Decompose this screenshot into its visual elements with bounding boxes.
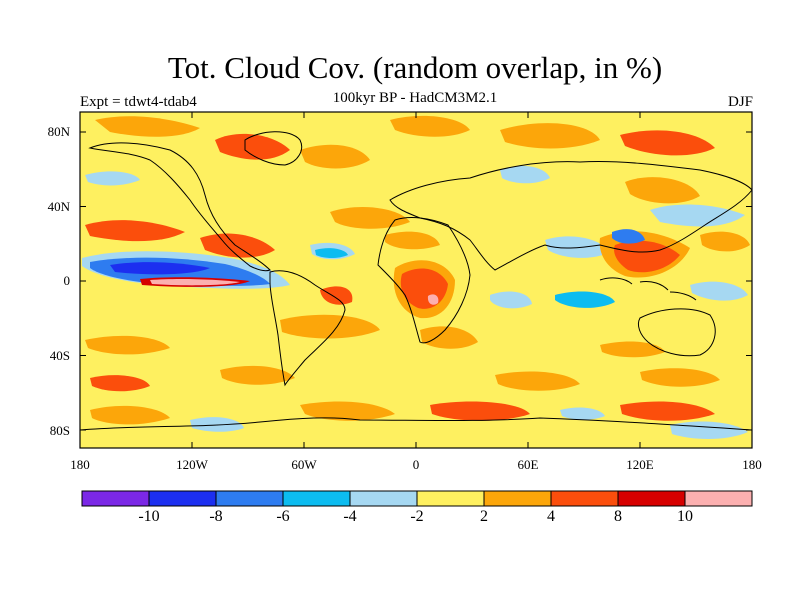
- colorbar-label: -8: [209, 508, 223, 525]
- coast-antarctica: [80, 417, 752, 431]
- anomaly-patch: [690, 281, 748, 301]
- map-title: Tot. Cloud Cov. (random overlap, in %): [167, 50, 663, 85]
- anomaly-patch: [600, 341, 665, 358]
- anomaly-patch: [500, 165, 550, 184]
- colorbar-swatch: [483, 490, 552, 507]
- anomaly-patch: [315, 248, 348, 259]
- coast-greenland: [244, 131, 303, 166]
- anomaly-patch: [612, 229, 645, 244]
- coast-south-america: [269, 270, 346, 387]
- anomaly-patch: [150, 278, 240, 286]
- anomaly-patch: [700, 231, 750, 252]
- anomaly-patch: [280, 314, 380, 339]
- colorbar-swatch: [416, 490, 485, 507]
- season-label: DJF: [727, 94, 753, 110]
- anomaly-patch: [200, 233, 275, 258]
- anomaly-patch: [215, 133, 290, 160]
- anomaly-patch: [620, 130, 715, 156]
- anomaly-patch: [300, 144, 370, 169]
- colorbar-label: 8: [614, 508, 622, 525]
- lon-tick-label: 180: [742, 457, 762, 472]
- axis-ticks: [79, 112, 753, 448]
- colorbar-swatch: [282, 490, 351, 507]
- anomaly-patch: [300, 401, 395, 421]
- anomaly-patch: [90, 375, 150, 392]
- lat-tick-label: 40N: [47, 199, 70, 214]
- anomaly-patch: [220, 365, 295, 385]
- colorbar-label: -2: [410, 508, 424, 525]
- coast-north-america: [88, 142, 271, 272]
- map-field: [80, 112, 752, 448]
- anomaly-patch: [427, 294, 439, 305]
- coast-eurasia: [389, 161, 752, 271]
- colorbar-label: -10: [138, 508, 160, 525]
- anomaly-patch: [640, 368, 720, 387]
- lon-tick-label: 180: [70, 457, 90, 472]
- anomaly-patch: [490, 291, 532, 309]
- lat-tick-label: 0: [63, 273, 71, 288]
- anomaly-patch: [500, 123, 600, 149]
- lon-tick-label: 60W: [291, 457, 317, 472]
- lat-tick-label: 80S: [49, 423, 70, 438]
- anomaly-patch: [495, 371, 580, 391]
- coast-africa: [377, 217, 471, 344]
- map-subtitle: 100kyr BP - HadCM3M2.1: [332, 90, 498, 106]
- anomaly-patch: [95, 116, 200, 137]
- lon-tick-label: 120E: [626, 457, 654, 472]
- lat-tick-label: 80N: [47, 124, 70, 139]
- coast-maritime: [599, 277, 697, 301]
- anomaly-patch: [560, 407, 605, 420]
- colorbar-swatch: [550, 490, 619, 507]
- lon-tick-label: 120W: [176, 457, 208, 472]
- colorbar-label: 2: [480, 508, 488, 525]
- coastlines: [80, 131, 752, 431]
- anomaly-patch: [430, 401, 530, 421]
- anomaly-patch: [555, 291, 615, 308]
- colorbar-swatch: [81, 490, 150, 507]
- colorbar-swatch: [148, 490, 217, 507]
- anomaly-patch: [620, 401, 715, 421]
- anomaly-patch: [650, 204, 745, 227]
- anomaly-patch: [85, 171, 140, 186]
- anomaly-patch: [110, 262, 210, 275]
- colorbar-label: -6: [276, 508, 290, 525]
- anomaly-patch: [85, 220, 185, 242]
- anomaly-patch: [330, 207, 410, 229]
- colorbar-swatch: [349, 490, 418, 507]
- anomaly-patch: [385, 231, 440, 250]
- anomaly-patch: [625, 177, 700, 204]
- anomaly-patch: [90, 405, 170, 425]
- coast-australia: [637, 308, 716, 357]
- anomaly-patch: [390, 115, 470, 137]
- colorbar-label: -4: [343, 508, 357, 525]
- anomaly-patch: [320, 286, 353, 305]
- lon-tick-label: 0: [412, 457, 420, 472]
- colorbar-swatch: [617, 490, 686, 507]
- lon-tick-label: 60E: [517, 457, 539, 472]
- colorbar-swatch: [215, 490, 284, 507]
- colorbar-label: 10: [677, 508, 693, 525]
- anomaly-patch: [85, 335, 170, 355]
- experiment-label: Expt = tdwt4-tdab4: [80, 94, 197, 110]
- colorbar-swatch: [684, 490, 753, 507]
- anomaly-patch: [420, 326, 478, 349]
- lat-tick-label: 40S: [49, 348, 70, 363]
- colorbar-label: 4: [547, 508, 555, 525]
